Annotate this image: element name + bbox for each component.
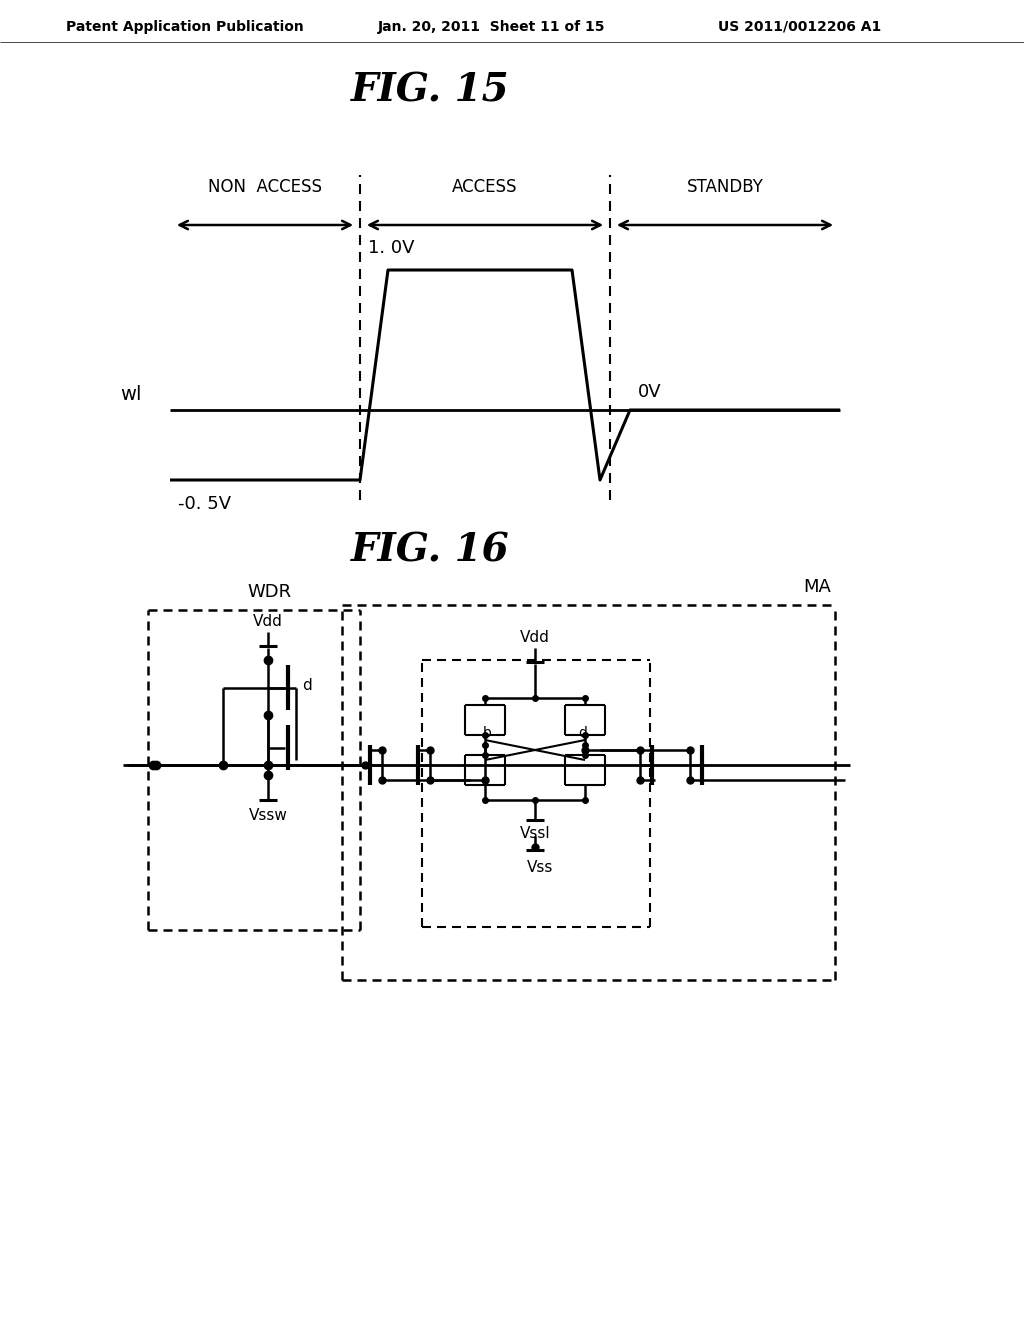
Text: US 2011/0012206 A1: US 2011/0012206 A1 — [719, 20, 882, 34]
Text: b: b — [482, 726, 492, 741]
Text: FIG. 15: FIG. 15 — [350, 71, 509, 110]
Text: d: d — [579, 726, 588, 741]
Text: Vss: Vss — [527, 859, 553, 874]
Text: WDR: WDR — [247, 583, 291, 601]
Text: Vssl: Vssl — [520, 826, 550, 842]
Text: -0. 5V: -0. 5V — [178, 495, 231, 513]
Text: FIG. 16: FIG. 16 — [350, 531, 509, 569]
Text: Vssw: Vssw — [249, 808, 288, 822]
Text: Vdd: Vdd — [520, 631, 550, 645]
Text: NON  ACCESS: NON ACCESS — [208, 178, 322, 195]
Text: ACCESS: ACCESS — [453, 178, 518, 195]
Text: Patent Application Publication: Patent Application Publication — [67, 20, 304, 34]
Text: 1. 0V: 1. 0V — [368, 239, 415, 257]
Text: Vdd: Vdd — [253, 615, 283, 630]
Text: wl: wl — [121, 385, 142, 404]
Text: d: d — [302, 678, 311, 693]
Text: MA: MA — [803, 578, 830, 597]
Text: STANDBY: STANDBY — [686, 178, 764, 195]
Text: 0V: 0V — [638, 383, 662, 401]
Text: Jan. 20, 2011  Sheet 11 of 15: Jan. 20, 2011 Sheet 11 of 15 — [378, 20, 606, 34]
